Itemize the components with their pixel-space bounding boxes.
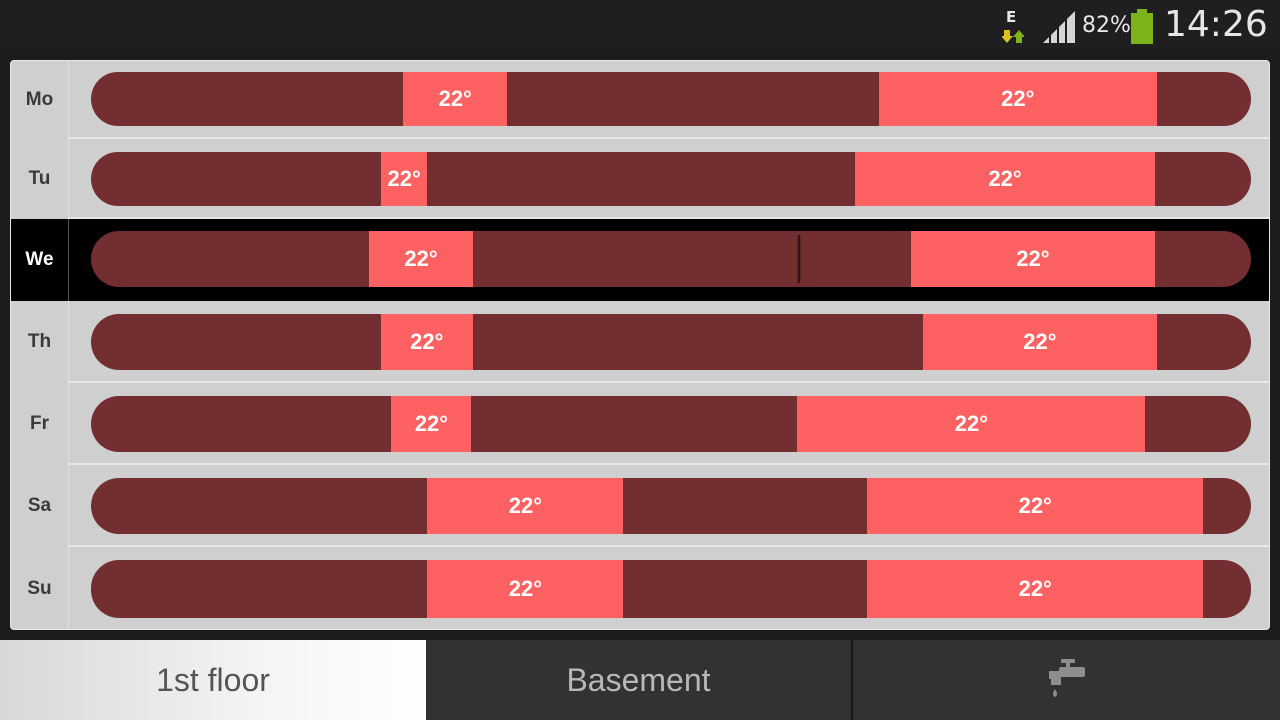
slot-temperature: 22° <box>1018 493 1052 518</box>
heating-slot[interactable]: 22° <box>369 231 473 287</box>
day-timeline-bar[interactable]: 22° 22° <box>91 152 1251 206</box>
heating-slot[interactable]: 22° <box>427 478 624 534</box>
signal-strength-icon <box>1043 11 1075 43</box>
tab-hot-water[interactable] <box>853 640 1280 720</box>
heating-slot[interactable]: 22° <box>911 231 1155 287</box>
row-divider <box>69 545 1269 547</box>
slot-temperature: 22° <box>414 411 449 436</box>
heating-slot[interactable]: 22° <box>867 478 1204 534</box>
floor-tab-bar: 1st floor Basement <box>0 640 1280 720</box>
slot-temperature: 22° <box>438 86 472 111</box>
slot-temperature: 22° <box>1016 246 1050 271</box>
day-label: Su <box>11 547 69 629</box>
day-label: Mo <box>11 61 69 139</box>
tab-1st-floor-label: 1st floor <box>156 661 270 698</box>
slot-temperature: 22° <box>410 329 444 354</box>
day-row-tu[interactable]: Tu 22° 22° <box>11 139 1269 219</box>
tab-1st-floor[interactable]: 1st floor <box>0 640 426 720</box>
network-type-indicator: E <box>1002 6 1024 46</box>
heating-slot[interactable]: 22° <box>878 72 1158 126</box>
weekly-schedule-panel: Mo 22° 22° Tu 22° 22° We 22° 22° Th 22° 22° Fr 22° 22°… <box>10 60 1270 630</box>
row-divider <box>69 137 1269 139</box>
heating-slot[interactable]: 22° <box>381 314 473 370</box>
day-timeline-bar[interactable]: 22° 22° <box>91 314 1251 370</box>
slot-temperature: 22° <box>954 411 989 436</box>
heating-slot[interactable]: 22° <box>403 72 508 126</box>
day-label: Tu <box>11 139 69 219</box>
row-divider <box>69 629 1270 630</box>
slot-temperature: 22° <box>404 246 438 271</box>
day-row-su[interactable]: Su 22° 22° <box>11 547 1270 630</box>
day-timeline-bar[interactable]: 22° 22° <box>91 560 1251 618</box>
status-bar: E 82% 14:26 <box>0 0 1280 50</box>
slot-temperature: 22° <box>508 493 543 518</box>
heating-slot[interactable]: 22° <box>391 396 472 452</box>
heating-slot[interactable]: 22° <box>855 152 1155 206</box>
day-timeline-bar[interactable]: 22° 22° <box>91 478 1251 534</box>
heating-slot[interactable]: 22° <box>867 560 1204 618</box>
day-row-sa[interactable]: Sa 22° 22° <box>11 465 1269 547</box>
row-divider <box>69 463 1269 465</box>
tab-basement[interactable]: Basement <box>426 640 852 720</box>
heating-slot[interactable]: 22° <box>922 314 1158 370</box>
day-row-fr[interactable]: Fr 22° 22° <box>11 383 1269 465</box>
row-divider <box>69 381 1269 383</box>
day-row-th[interactable]: Th 22° 22° <box>11 301 1269 383</box>
network-type-label: E <box>1006 8 1017 26</box>
slot-temperature: 22° <box>1023 329 1057 354</box>
clock: 14:26 <box>1164 4 1268 45</box>
day-label: Th <box>11 301 69 383</box>
slot-temperature: 22° <box>387 166 421 191</box>
battery-percentage: 82% <box>1082 13 1131 38</box>
day-row-mo[interactable]: Mo 22° 22° <box>11 61 1269 139</box>
day-label: We <box>11 219 69 301</box>
day-label: Sa <box>11 465 69 547</box>
data-activity-icon <box>1002 30 1024 43</box>
day-timeline-bar[interactable]: 22° 22° <box>91 231 1251 287</box>
day-row-we[interactable]: We 22° 22° <box>11 219 1269 301</box>
heating-slot[interactable]: 22° <box>427 560 624 618</box>
row-divider <box>69 217 1269 219</box>
battery-icon <box>1131 9 1153 44</box>
tab-basement-label: Basement <box>566 661 711 698</box>
slot-temperature: 22° <box>1001 86 1035 111</box>
heating-slot[interactable]: 22° <box>381 152 428 206</box>
slot-temperature: 22° <box>988 166 1022 191</box>
day-label: Fr <box>11 383 69 465</box>
slot-temperature: 22° <box>1018 576 1052 601</box>
current-time-marker <box>796 235 801 283</box>
day-timeline-bar[interactable]: 22° 22° <box>91 396 1251 452</box>
slot-temperature: 22° <box>508 576 543 601</box>
heating-slot[interactable]: 22° <box>797 396 1146 452</box>
day-timeline-bar[interactable]: 22° 22° <box>91 72 1251 126</box>
faucet-icon <box>1048 659 1085 697</box>
